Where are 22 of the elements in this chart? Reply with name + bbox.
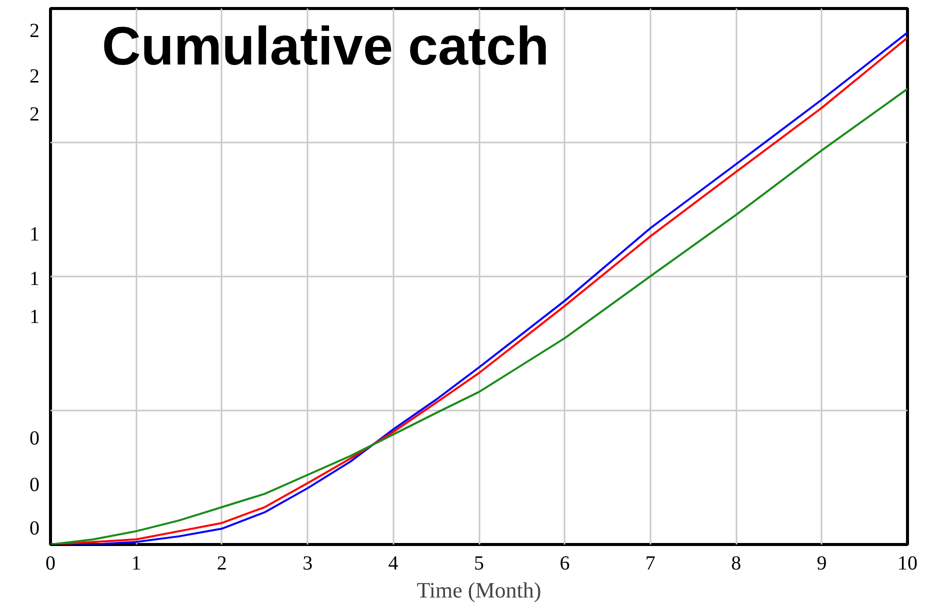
text: 2 — [30, 104, 40, 126]
text: 0 — [30, 517, 40, 540]
text: 0 — [30, 474, 40, 496]
text: 2 — [30, 20, 40, 42]
x-tick-label: 9 — [816, 552, 827, 574]
x-tick-label: 5 — [474, 552, 484, 574]
text: 0 — [30, 427, 40, 450]
text: 1 — [30, 224, 40, 246]
chart-title: Cumulative catch — [102, 16, 550, 77]
x-tick-label: 2 — [216, 552, 227, 574]
x-tick-label: 1 — [131, 552, 142, 574]
x-tick-label: 0 — [46, 552, 56, 574]
x-axis-title: Time (Month) — [416, 578, 542, 602]
text: 1 — [30, 306, 40, 328]
text: 1 — [30, 268, 40, 290]
x-tick-label: 8 — [731, 552, 742, 574]
x-tick-label: 3 — [302, 552, 313, 574]
x-tick-label: 4 — [388, 552, 398, 574]
x-tick-label: 6 — [560, 552, 570, 574]
x-tick-label: 10 — [898, 552, 918, 574]
text: 2 — [30, 66, 40, 88]
x-tick-label: 7 — [645, 552, 656, 574]
